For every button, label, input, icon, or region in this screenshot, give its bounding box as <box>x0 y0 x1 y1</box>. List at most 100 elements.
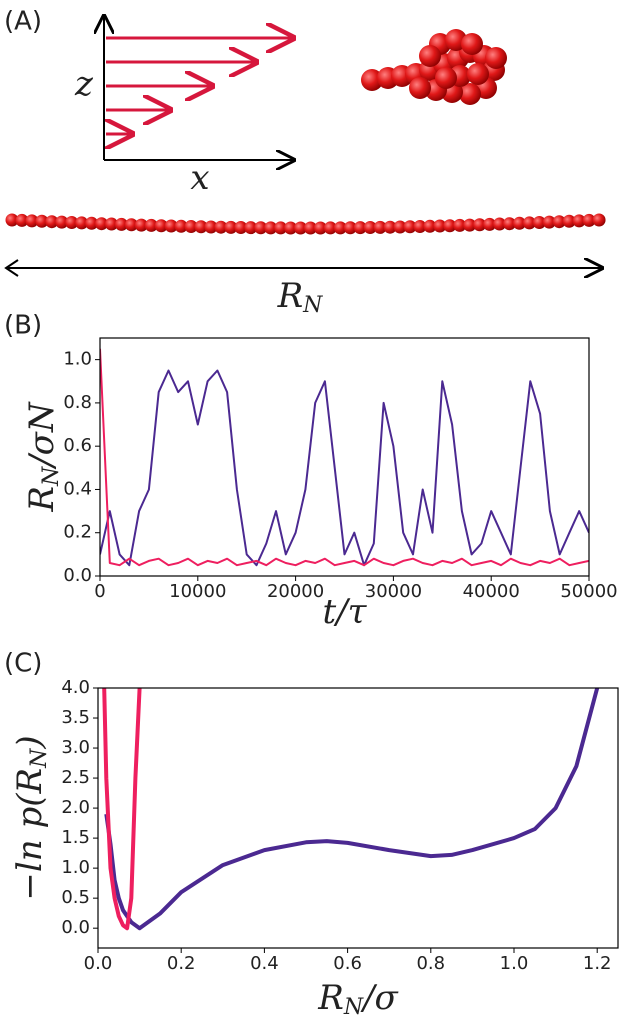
bead <box>461 33 483 55</box>
bead <box>323 221 337 235</box>
bead <box>483 217 497 231</box>
bead <box>174 219 188 233</box>
y-tick-label: 1.0 <box>63 349 92 370</box>
bead <box>493 217 507 231</box>
bead <box>154 219 168 233</box>
bead <box>343 221 357 235</box>
bead <box>194 220 208 234</box>
x-tick-label: 10000 <box>169 581 226 602</box>
bead <box>353 221 367 235</box>
label-part: N <box>39 466 64 487</box>
bead <box>294 221 308 235</box>
bead <box>124 218 138 232</box>
bead <box>114 217 128 231</box>
x-tick-label: 0.2 <box>167 953 196 974</box>
bead <box>333 221 347 235</box>
plot-frame <box>97 687 619 949</box>
label-part: N <box>343 995 364 1020</box>
y-tick-label: 0.6 <box>63 435 92 456</box>
bead <box>435 67 457 89</box>
y-tick-label: 3.0 <box>61 737 90 758</box>
y-tick-label: 0.5 <box>61 887 90 908</box>
series-line <box>100 348 589 567</box>
shear-diagram <box>104 16 294 160</box>
x-tick-label: 0.6 <box>333 953 362 974</box>
x-tick-label: 0.4 <box>250 953 279 974</box>
bead <box>105 217 118 231</box>
bead <box>552 215 566 229</box>
bead <box>433 219 447 233</box>
bead <box>5 213 19 227</box>
bead <box>144 218 158 232</box>
bead <box>592 213 606 227</box>
bead <box>503 217 516 231</box>
y-tick-label: 0.4 <box>63 478 92 499</box>
bead <box>55 215 69 229</box>
y-tick-label: 1.0 <box>61 857 90 878</box>
bead <box>419 45 441 67</box>
axis-label: RN/σ <box>317 978 398 1020</box>
label-part: −ln p(R <box>10 768 50 901</box>
bead <box>15 213 29 227</box>
bead <box>562 214 576 228</box>
series-line <box>100 369 589 567</box>
y-tick-label: 4.0 <box>61 677 90 698</box>
series-line <box>104 688 600 931</box>
bead <box>582 213 596 227</box>
bead <box>443 219 457 233</box>
x-label: x <box>190 158 209 198</box>
bead <box>572 214 586 228</box>
panel-label: (C) <box>4 649 42 679</box>
y-tick-label: 3.5 <box>61 707 90 728</box>
bead <box>542 215 556 229</box>
bead <box>264 221 278 235</box>
x-tick-label: 0 <box>94 581 105 602</box>
z-label: z <box>74 64 94 104</box>
bead <box>473 218 487 232</box>
y-tick-label: 0.2 <box>63 522 92 543</box>
bead <box>304 221 317 235</box>
bead <box>383 220 397 234</box>
y-tick-label: 2.5 <box>61 767 90 788</box>
panel-label: (A) <box>4 7 42 37</box>
axis-label: t/τ <box>323 592 368 632</box>
label-part: R <box>277 276 304 316</box>
bead <box>184 220 198 234</box>
bead <box>453 218 467 232</box>
bead <box>313 221 327 235</box>
label-part: N <box>27 748 52 769</box>
label-part: N <box>302 293 323 318</box>
axis-label: RN/σN <box>22 401 64 513</box>
stretched-polymer <box>5 213 606 235</box>
bead <box>254 221 268 235</box>
bead <box>532 216 546 230</box>
x-tick-label: 1.0 <box>500 953 529 974</box>
x-tick-label: 1.2 <box>583 953 612 974</box>
bead <box>35 214 49 228</box>
panel-label: (B) <box>4 311 42 341</box>
label-part: R <box>22 486 62 513</box>
y-tick-label: 1.5 <box>61 827 90 848</box>
label-part: /σ <box>360 978 398 1018</box>
axis-label: −ln p(RN) <box>10 735 52 900</box>
bead <box>467 63 489 85</box>
y-tick-label: 0.0 <box>61 917 90 938</box>
y-tick-label: 0.8 <box>63 392 92 413</box>
bead <box>234 221 248 235</box>
bead <box>522 216 536 230</box>
bead <box>403 220 417 234</box>
series-line <box>102 688 142 931</box>
x-tick-label: 30000 <box>365 581 422 602</box>
bead <box>75 216 89 230</box>
bead <box>214 220 228 234</box>
bead <box>45 215 59 229</box>
plot-frame <box>99 337 590 577</box>
x-tick-label: 40000 <box>463 581 520 602</box>
x-tick-label: 20000 <box>267 581 324 602</box>
bead <box>393 220 407 234</box>
bead <box>224 220 238 234</box>
bead <box>459 83 481 105</box>
y-tick-label: 0.0 <box>63 565 92 586</box>
bead <box>463 218 477 232</box>
